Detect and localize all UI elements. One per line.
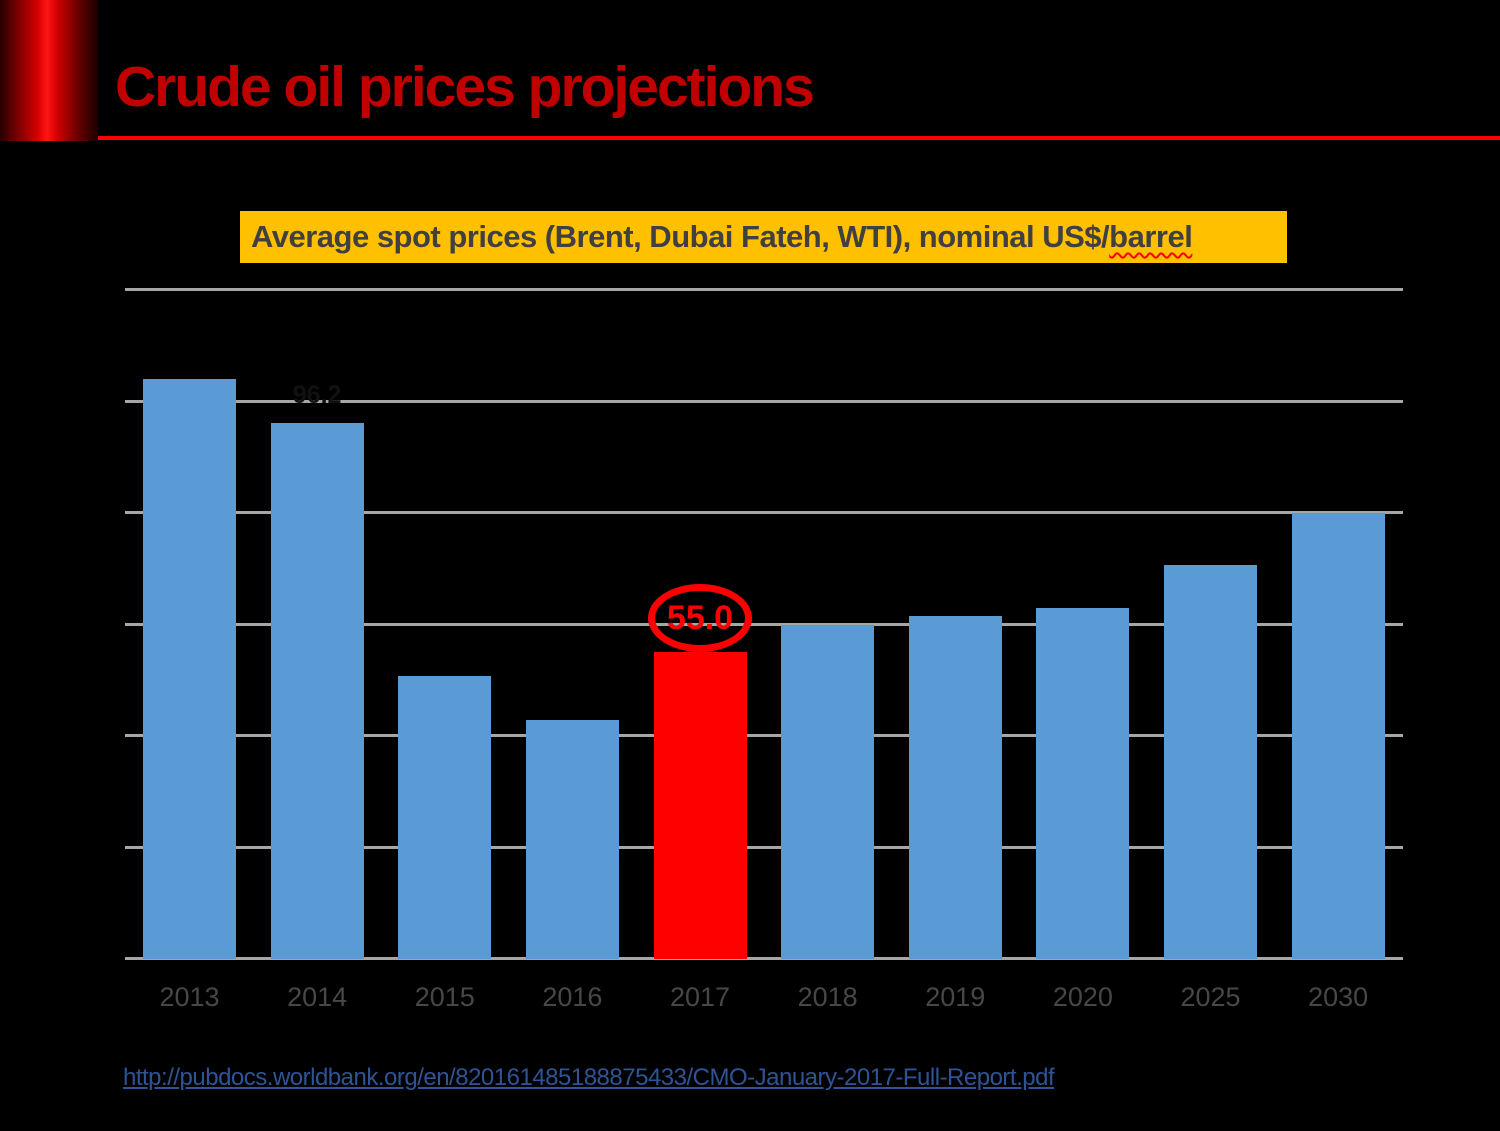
gridline-20 [125, 845, 1403, 849]
header-rule [0, 136, 1500, 140]
bar-2025 [1164, 564, 1258, 959]
x-axis-label-2020: 2020 [1052, 982, 1113, 1012]
bar-2030 [1291, 513, 1385, 959]
gridline-60 [125, 622, 1403, 626]
x-axis-label-2030: 2030 [1308, 982, 1369, 1012]
bar-2014 [270, 422, 364, 959]
x-axis-label-2013: 2013 [159, 982, 220, 1012]
x-axis-label-2016: 2016 [542, 982, 603, 1012]
chart-subtitle-misspelled-word: barrel [1109, 219, 1193, 254]
page-title: Crude oil prices projections [115, 55, 815, 119]
bar-2019 [908, 616, 1002, 959]
x-axis-label-2019: 2019 [925, 982, 986, 1012]
highlight-ellipse: 55.0 [648, 584, 753, 653]
source-link[interactable]: http://pubdocs.worldbank.org/en/82016148… [123, 1064, 1055, 1091]
bar-2018 [781, 624, 875, 959]
gridline-40 [125, 734, 1403, 737]
bar-2013 [143, 378, 236, 959]
highlight-value: 55.0 [666, 598, 734, 637]
x-axis-label-2017: 2017 [669, 982, 731, 1012]
x-axis-label-2025: 2025 [1180, 982, 1241, 1012]
gridline-0 [125, 957, 1403, 960]
gridline-100 [125, 399, 1403, 403]
gridline-120 [125, 288, 1403, 291]
header-accent-gradient-bar [0, 0, 98, 141]
gridline-80 [125, 511, 1403, 514]
bar-2016 [525, 720, 619, 959]
x-axis-label-2015: 2015 [414, 982, 475, 1012]
chart-subtitle-text: Average spot prices (Brent, Dubai Fateh,… [251, 219, 1110, 254]
chart-subtitle: Average spot prices (Brent, Dubai Fateh,… [240, 211, 1287, 263]
x-axis-label-2014: 2014 [287, 982, 348, 1012]
bar-data-label-faint-2014: 96.2 [292, 381, 342, 409]
bar-2015 [398, 675, 492, 959]
x-axis-label-2018: 2018 [797, 982, 858, 1012]
bar-2020 [1036, 608, 1130, 959]
bar-2017 [653, 652, 747, 959]
